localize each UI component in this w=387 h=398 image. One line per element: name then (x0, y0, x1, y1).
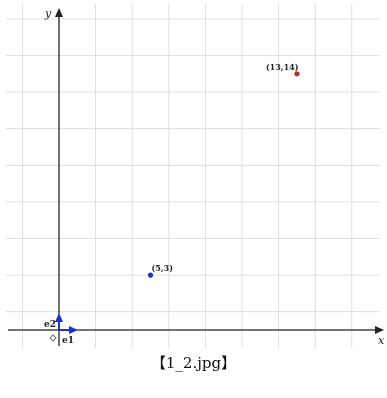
y-axis-arrow (55, 8, 63, 17)
e2-arrowhead (55, 313, 63, 322)
grid-lines (6, 4, 380, 348)
x-axis-arrow (375, 326, 384, 334)
point-label: (13,14) (266, 62, 299, 72)
y-axis-label: y (44, 7, 52, 20)
origin-marker (49, 334, 57, 342)
image-caption: 【1_2.jpg】 (150, 354, 237, 372)
point-marker (147, 272, 154, 278)
e1-arrowhead (69, 326, 78, 334)
point-label: (5,3) (152, 263, 174, 273)
e2-label: e2 (44, 320, 56, 330)
point-marker (294, 71, 300, 77)
x-axis-label: x (378, 334, 385, 347)
coordinate-plane: x y e1 e2 (5,3) (13,14) (6, 4, 385, 348)
e1-label: e1 (62, 336, 74, 346)
